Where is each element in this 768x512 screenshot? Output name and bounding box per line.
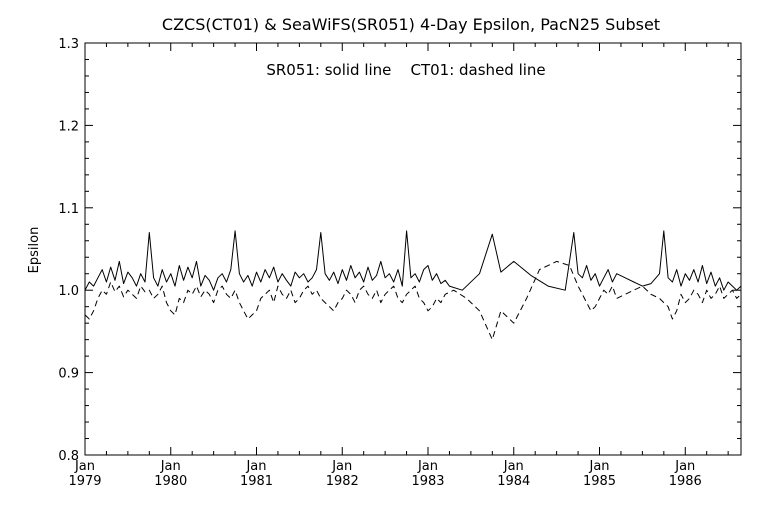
y-tick-label: 1.1 <box>58 202 79 217</box>
x-tick-year-label: 1981 <box>240 474 273 489</box>
x-tick-year-label: 1979 <box>68 474 101 489</box>
series-lines <box>84 230 742 341</box>
x-tick-month-label: Jan <box>331 459 352 474</box>
y-tick-label: 1.3 <box>58 37 79 52</box>
y-axis-ticks: 0.8 0.9 1.0 1.1 1.2 1.3 <box>58 37 741 464</box>
y-tick-label: 1.0 <box>58 284 79 299</box>
x-tick-month-label: Jan <box>588 459 609 474</box>
y-tick-label: 0.8 <box>58 449 79 464</box>
x-tick-month-label: Jan <box>674 459 695 474</box>
x-tick-month-label: Jan <box>160 459 181 474</box>
x-tick-year-label: 1982 <box>326 474 359 489</box>
chart-title: CZCS(CT01) & SeaWiFS(SR051) 4-Day Epsilo… <box>162 15 660 34</box>
plot-frame <box>84 42 742 456</box>
series-line-sr051 <box>84 230 742 291</box>
x-tick-month-label: Jan <box>503 459 524 474</box>
y-tick-label: 1.2 <box>58 119 79 134</box>
x-tick-month-label: Jan <box>245 459 266 474</box>
y-axis-label: Epsilon <box>27 227 42 274</box>
x-tick-year-label: 1984 <box>497 474 530 489</box>
series-line-ct01 <box>84 260 742 341</box>
x-tick-year-label: 1980 <box>154 474 187 489</box>
x-tick-year-label: 1985 <box>583 474 616 489</box>
x-tick-year-label: 1983 <box>411 474 444 489</box>
x-tick-month-label: Jan <box>417 459 438 474</box>
x-axis-ticks: Jan1979Jan1980Jan1981Jan1982Jan1983Jan19… <box>68 43 729 489</box>
y-tick-label: 0.9 <box>58 367 79 382</box>
series-legend-annotation: SR051: solid line CT01: dashed line <box>266 61 545 79</box>
x-tick-year-label: 1986 <box>669 474 702 489</box>
x-tick-month-label: Jan <box>74 459 95 474</box>
